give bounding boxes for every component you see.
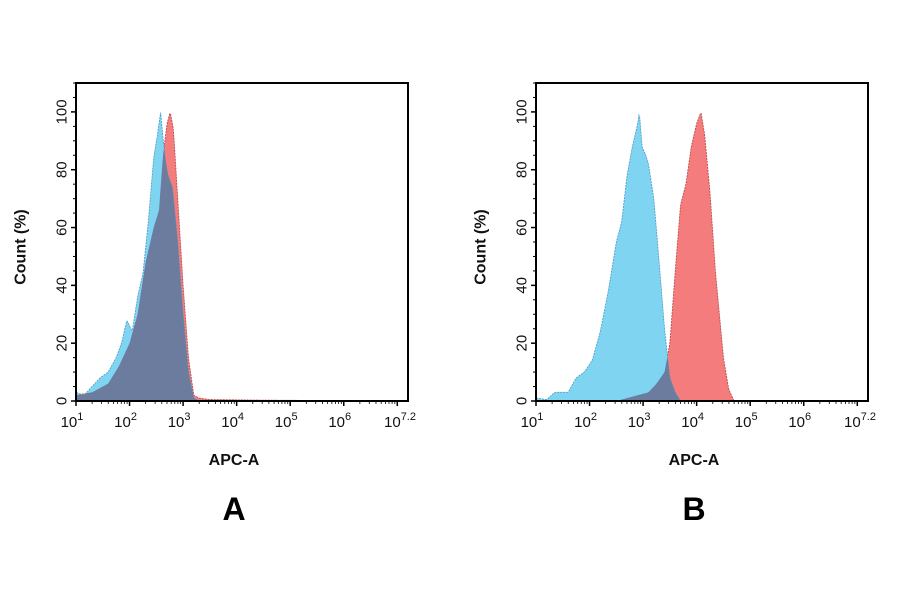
x-tick-exponent: 2	[131, 411, 137, 423]
x-axis-label: APC-A	[669, 452, 720, 469]
x-tick-label: 106	[788, 411, 811, 431]
x-tick-label: 101	[61, 411, 84, 431]
x-tick-label: 102	[574, 411, 597, 431]
x-tick-base: 10	[275, 414, 292, 431]
x-tick-base: 10	[681, 414, 698, 431]
histogram-overlap	[76, 148, 408, 401]
histogram-red	[536, 112, 868, 402]
x-tick-label: 104	[681, 411, 704, 431]
x-tick-label: 104	[221, 411, 244, 431]
x-tick-base: 10	[221, 414, 238, 431]
x-tick-exponent: 3	[184, 411, 190, 423]
x-tick-base: 10	[384, 414, 401, 431]
y-tick-label: 40	[54, 277, 71, 294]
x-tick-base: 10	[521, 414, 538, 431]
x-tick-exponent: 6	[345, 411, 351, 423]
y-tick-label: 20	[54, 335, 71, 352]
y-tick-label: 40	[514, 277, 531, 294]
x-tick-exponent: 7.2	[861, 411, 876, 423]
x-tick-base: 10	[735, 414, 752, 431]
y-tick-label: 80	[514, 161, 531, 178]
y-tick-label: 0	[514, 397, 531, 405]
y-tick-label: 60	[54, 219, 71, 236]
x-tick-label: 102	[114, 411, 137, 431]
x-tick-base: 10	[114, 414, 131, 431]
x-tick-base: 10	[844, 414, 861, 431]
x-tick-base: 10	[628, 414, 645, 431]
x-tick-base: 10	[328, 414, 345, 431]
y-tick-label: 60	[514, 219, 531, 236]
x-tick-base: 10	[168, 414, 185, 431]
x-tick-base: 10	[61, 414, 78, 431]
x-axis-label: APC-A	[209, 452, 260, 469]
y-tick-label: 80	[54, 161, 71, 178]
x-tick-label: 103	[628, 411, 651, 431]
y-axis-label: Count (%)	[13, 209, 30, 285]
panel-label: A	[222, 491, 245, 527]
x-tick-exponent: 4	[698, 411, 704, 423]
y-tick-label: 100	[54, 99, 71, 124]
panel-label: B	[682, 491, 705, 527]
x-tick-label: 105	[735, 411, 758, 431]
x-tick-label: 106	[328, 411, 351, 431]
x-tick-exponent: 4	[238, 411, 244, 423]
x-tick-label: 103	[168, 411, 191, 431]
x-tick-exponent: 5	[291, 411, 297, 423]
x-tick-base: 10	[788, 414, 805, 431]
y-tick-label: 0	[54, 397, 71, 405]
x-tick-label: 101	[521, 411, 544, 431]
x-tick-exponent: 7.2	[401, 411, 416, 423]
x-tick-label: 105	[275, 411, 298, 431]
x-tick-exponent: 3	[644, 411, 650, 423]
y-tick-label: 100	[514, 99, 531, 124]
x-tick-exponent: 5	[751, 411, 757, 423]
x-tick-label: 107.2	[844, 411, 876, 431]
x-tick-exponent: 2	[591, 411, 597, 423]
y-axis-label: Count (%)	[473, 209, 490, 285]
x-tick-exponent: 1	[537, 411, 543, 423]
x-tick-label: 107.2	[384, 411, 416, 431]
y-tick-label: 20	[514, 335, 531, 352]
x-tick-exponent: 6	[805, 411, 811, 423]
x-tick-base: 10	[574, 414, 591, 431]
x-tick-exponent: 1	[77, 411, 83, 423]
